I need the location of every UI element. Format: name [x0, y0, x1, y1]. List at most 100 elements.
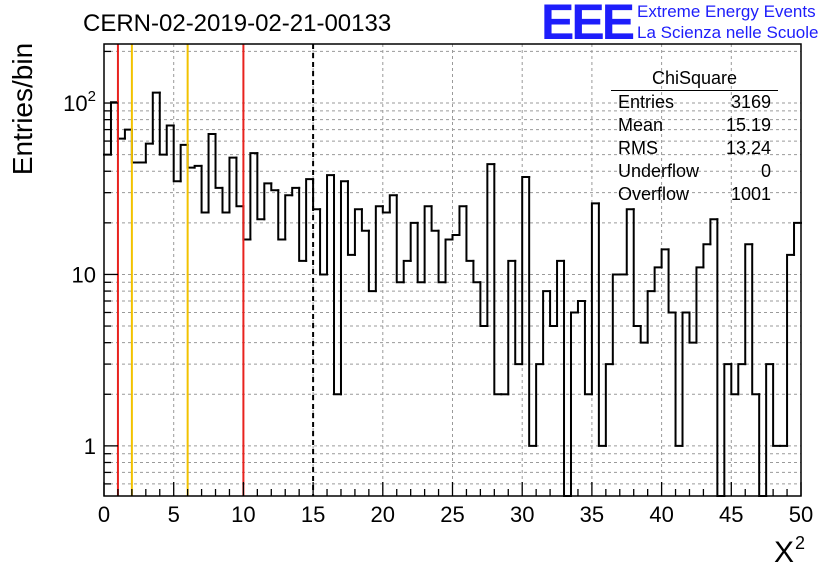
x-tick-label: 20 [371, 502, 395, 527]
histogram-bin [667, 248, 677, 314]
histogram-bin [730, 363, 740, 396]
histogram-bin [549, 290, 559, 328]
histogram-bin [165, 124, 175, 156]
histogram-bin [333, 174, 342, 396]
histogram-bin [409, 221, 419, 262]
histogram-bin [486, 163, 496, 328]
histogram-bin [709, 218, 719, 246]
x-axis-label-exponent: 2 [794, 533, 805, 553]
x-tick-label: 0 [98, 502, 110, 527]
histogram-bin [249, 152, 259, 241]
logo-line-2: La Scienza nelle Scuole [637, 23, 819, 42]
histogram-bin [151, 91, 161, 145]
stats-title: ChiSquare [611, 66, 778, 91]
histogram [103, 91, 802, 497]
histogram-bin [723, 363, 733, 497]
histogram-bin [444, 238, 454, 284]
x-tick-label: 50 [789, 502, 813, 527]
histogram-bin [116, 101, 126, 140]
histogram-bin [186, 143, 196, 169]
histogram-bin [200, 164, 210, 214]
histogram-bin [430, 205, 440, 232]
histogram-bin [179, 143, 189, 183]
histogram-bin [674, 311, 684, 447]
stats-value: 3169 [730, 92, 771, 112]
x-axis-label: X2 [773, 533, 805, 571]
x-tick-label: 10 [231, 502, 255, 527]
histogram-bin [374, 205, 384, 293]
histogram-bin [277, 189, 287, 241]
histogram-bin [298, 186, 308, 262]
histogram-bin [123, 128, 133, 140]
histogram-bin [472, 259, 482, 284]
histogram-bin [660, 248, 670, 269]
histogram-bin [305, 178, 315, 262]
stats-row-mean: Mean 15.19 [611, 114, 778, 137]
histogram-bin [528, 176, 538, 447]
x-tick-label: 25 [440, 502, 464, 527]
histogram-bin [228, 156, 238, 214]
histogram-bin [639, 325, 649, 344]
histogram-bin [221, 186, 231, 214]
histogram-bin [395, 194, 405, 284]
histogram-bin [270, 182, 280, 192]
stats-row-entries: Entries 3169 [611, 91, 778, 114]
histogram-bin [339, 180, 349, 396]
histogram-bin [604, 363, 614, 447]
histogram-bin [367, 229, 377, 293]
y-tick-label: 10 [72, 262, 96, 287]
histogram-bin [590, 202, 600, 396]
x-tick-label: 35 [580, 502, 604, 527]
histogram-bin [556, 259, 566, 328]
stats-label: Overflow [618, 184, 690, 204]
x-tick-label: 15 [301, 502, 325, 527]
histogram-bin [786, 253, 796, 447]
y-tick-label: 102 [63, 88, 96, 116]
plot-frame [103, 43, 802, 497]
histogram-bin [423, 205, 433, 284]
y-tick-label: 1 [84, 434, 96, 459]
histogram-bin [493, 163, 503, 396]
histogram-bin [416, 221, 426, 284]
stats-row-overflow: Overflow 1001 [611, 183, 778, 206]
histogram-bin [632, 208, 642, 328]
histogram-bin [507, 259, 517, 396]
histogram-bin [653, 266, 663, 293]
histogram-bin [716, 218, 726, 497]
histogram-bin [702, 243, 712, 269]
histogram-bin [576, 300, 586, 314]
histogram-bin [772, 363, 782, 447]
histogram-bin [611, 273, 621, 366]
histogram-bin [319, 208, 329, 276]
x-tick-label: 30 [510, 502, 534, 527]
stats-value: 15.19 [725, 115, 771, 135]
histogram-bin [291, 186, 301, 197]
histogram-bin [765, 363, 775, 497]
histogram-bin [130, 128, 140, 164]
stats-value: 1001 [730, 184, 771, 204]
histogram-bin [158, 91, 168, 156]
histogram-bin [744, 243, 754, 366]
histogram-bin [451, 233, 461, 241]
x-axis-label-symbol: X [773, 536, 794, 569]
histogram-bin [542, 290, 552, 366]
x-tick-label: 45 [719, 502, 743, 527]
stats-value: 0 [760, 161, 771, 181]
histogram-bin [695, 266, 705, 344]
y-tick-exponent: 2 [88, 88, 96, 105]
marker-lines [116, 44, 315, 496]
stats-row-rms: RMS 13.24 [611, 137, 778, 160]
histogram-bin [479, 281, 489, 328]
histogram-bin [326, 174, 336, 276]
stats-label: Mean [618, 115, 664, 135]
histogram-bin [688, 311, 698, 344]
histogram-bin [569, 311, 579, 497]
stats-box: ChiSquare Entries 3169 Mean 15.19 RMS 13… [611, 66, 778, 206]
histogram-bin [535, 363, 545, 447]
histogram-bin [214, 132, 224, 189]
histogram-bin [284, 194, 294, 241]
histogram-bin [465, 205, 475, 262]
histogram-bin [597, 202, 607, 447]
histogram-bin [758, 393, 768, 497]
